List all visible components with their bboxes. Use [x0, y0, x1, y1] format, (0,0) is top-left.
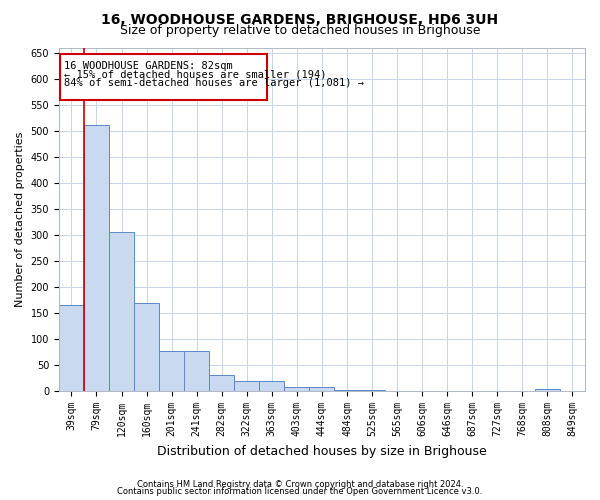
- Bar: [84, 124, 109, 391]
- Bar: [159, 351, 184, 391]
- Text: Contains HM Land Registry data © Crown copyright and database right 2024.: Contains HM Land Registry data © Crown c…: [137, 480, 463, 489]
- Bar: [284, 387, 310, 391]
- Bar: [234, 381, 259, 391]
- Bar: [334, 390, 359, 391]
- Bar: [59, 306, 84, 391]
- Bar: [359, 390, 385, 391]
- Bar: [310, 387, 334, 391]
- Text: 16, WOODHOUSE GARDENS, BRIGHOUSE, HD6 3UH: 16, WOODHOUSE GARDENS, BRIGHOUSE, HD6 3U…: [101, 12, 499, 26]
- Bar: [60, 54, 267, 100]
- Y-axis label: Number of detached properties: Number of detached properties: [15, 132, 25, 307]
- Text: Size of property relative to detached houses in Brighouse: Size of property relative to detached ho…: [120, 24, 480, 37]
- Bar: [184, 351, 209, 391]
- Bar: [535, 388, 560, 391]
- Text: Contains public sector information licensed under the Open Government Licence v3: Contains public sector information licen…: [118, 487, 482, 496]
- Bar: [109, 232, 134, 391]
- X-axis label: Distribution of detached houses by size in Brighouse: Distribution of detached houses by size …: [157, 444, 487, 458]
- Text: ← 15% of detached houses are smaller (194): ← 15% of detached houses are smaller (19…: [64, 70, 326, 80]
- Text: 84% of semi-detached houses are larger (1,081) →: 84% of semi-detached houses are larger (…: [64, 78, 364, 88]
- Bar: [259, 381, 284, 391]
- Text: 16 WOODHOUSE GARDENS: 82sqm: 16 WOODHOUSE GARDENS: 82sqm: [64, 61, 233, 71]
- Bar: [209, 374, 234, 391]
- Bar: [134, 302, 159, 391]
